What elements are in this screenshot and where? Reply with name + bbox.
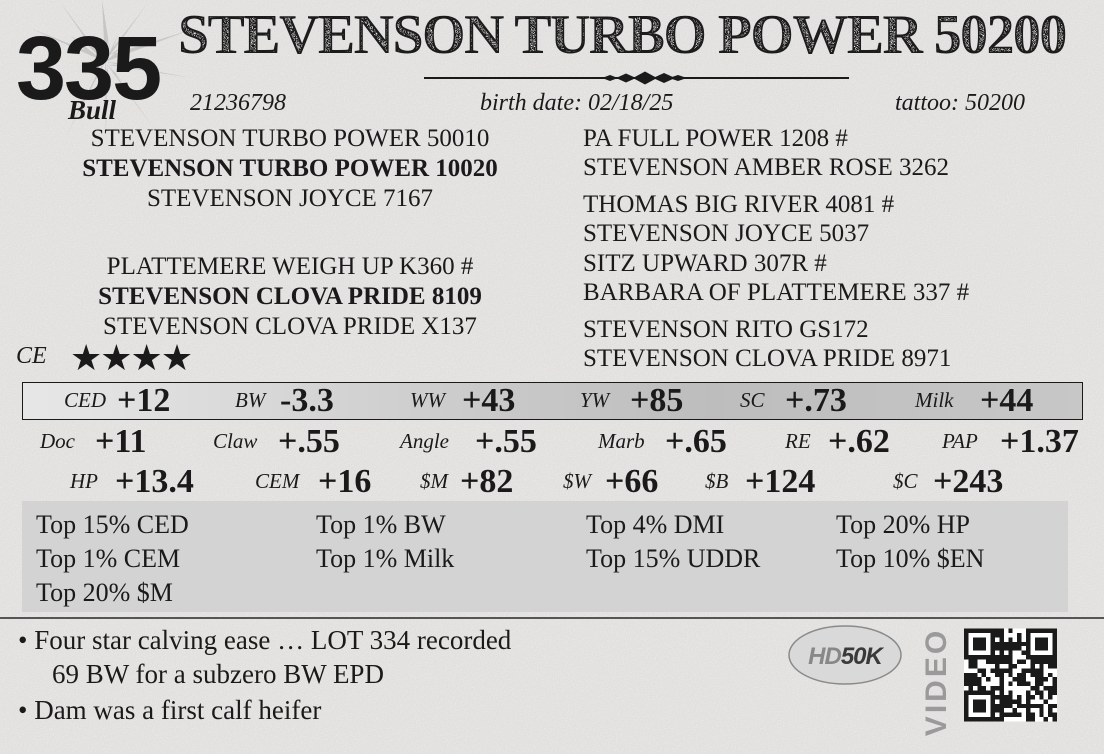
svg-text:STEVENSON TURBO POWER 50200: STEVENSON TURBO POWER 50200 [178,4,1066,66]
svg-text:HD50K: HD50K [808,643,884,670]
